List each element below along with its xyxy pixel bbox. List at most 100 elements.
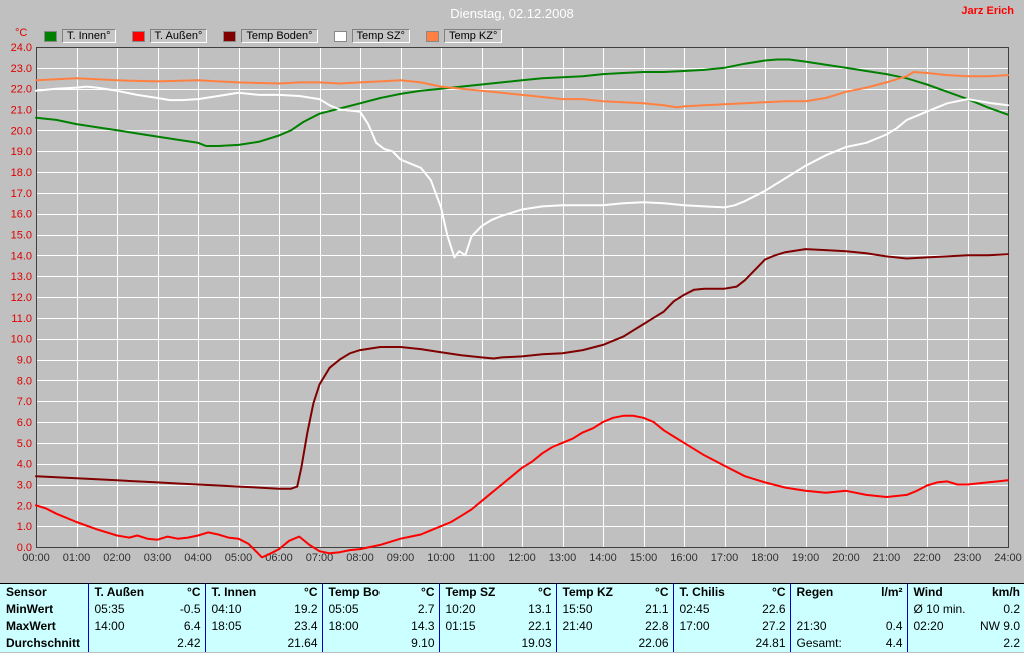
cell-t-innen-sensor-value: °C [304, 585, 318, 599]
svg-text:09:00: 09:00 [387, 552, 415, 564]
cell-regen-minwert-time [789, 601, 848, 618]
cell-temp-sz-minwert-time: 10:20 [438, 601, 497, 618]
cell-wind-maxwert-value: NW 9.0 [979, 619, 1020, 633]
svg-text:20.0: 20.0 [11, 125, 32, 137]
legend-item-temp-boden[interactable]: Temp Boden° [223, 29, 318, 43]
user-name: Jarz Erich [961, 5, 1014, 17]
cell-t-innen-sensor-time: T. Innen [204, 583, 263, 601]
row-label-durchschnitt: Durchschnitt [6, 636, 81, 650]
cell-temp-sz-maxwert-time: 01:15 [438, 618, 497, 635]
legend-label: Temp KZ° [443, 29, 503, 43]
series-line-t-innen [35, 58, 1009, 147]
svg-text:21:00: 21:00 [873, 552, 901, 564]
cell-temp-boden-maxwert-value: 14.3 [411, 619, 435, 633]
cell-t-chilis-durchschnitt-time [672, 635, 731, 652]
cell-regen-durchschnitt-time: Gesamt: [789, 635, 848, 652]
cell-wind-minwert-time: Ø 10 min. [906, 601, 965, 618]
cell-t-au-en-sensor-time: T. Außen [87, 583, 146, 601]
cell-temp-sz-maxwert-value: 22.1 [528, 619, 552, 633]
page-title: Dienstag, 02.12.2008 [450, 6, 574, 21]
svg-text:22:00: 22:00 [913, 552, 941, 564]
cell-temp-boden-maxwert-time: 18:00 [321, 618, 380, 635]
cell-temp-boden-minwert-value: 2.7 [417, 602, 435, 616]
cell-regen-durchschnitt-value: 4.4 [885, 636, 903, 650]
cell-temp-boden-durchschnitt-time [321, 635, 380, 652]
legend-label: T. Innen° [62, 29, 116, 43]
cell-t-chilis-durchschnitt-value: 24.81 [755, 636, 786, 650]
svg-text:12:00: 12:00 [508, 552, 536, 564]
cell-wind-sensor-time: Wind [906, 583, 965, 601]
svg-text:21.0: 21.0 [11, 105, 32, 117]
cell-temp-sz-durchschnitt-value: 19.03 [521, 636, 552, 650]
svg-text:16:00: 16:00 [670, 552, 698, 564]
x-axis-tick-labels: 00:00 01:00 02:00 03:00 04:00 05:00 06:00 07:00… [22, 552, 1022, 564]
chart-region: °C T. Innen° T. Außen° Temp Boden° Temp SZ°… [0, 26, 1024, 571]
svg-text:19.0: 19.0 [11, 146, 32, 158]
summary-row-maxwert: MaxWert 14:00 6.4 18:05 23.4 18:00 14.3 01:15 22… [0, 618, 1024, 635]
cell-regen-maxwert-time: 21:30 [789, 618, 848, 635]
legend-label: Temp SZ° [351, 29, 410, 43]
legend-item-temp-kz[interactable]: Temp KZ° [425, 29, 503, 43]
svg-text:05:00: 05:00 [225, 552, 253, 564]
series-line-t-au-en [35, 414, 1009, 559]
svg-text:4.0: 4.0 [17, 459, 32, 471]
cell-t-chilis-maxwert-value: 27.2 [762, 619, 786, 633]
cell-t-innen-minwert-time: 04:10 [204, 601, 263, 618]
legend-item-t-innen[interactable]: T. Innen° [44, 29, 116, 43]
svg-text:00:00: 00:00 [22, 552, 50, 564]
svg-text:8.0: 8.0 [17, 375, 32, 387]
cell-regen-sensor-time: Regen [789, 583, 848, 601]
cell-wind-minwert-value: 0.2 [1003, 602, 1020, 616]
legend-swatch-temp-kz [425, 30, 439, 42]
cell-temp-sz-sensor-time: Temp SZ [438, 583, 497, 601]
legend-swatch-temp-sz [333, 30, 347, 42]
svg-text:1.0: 1.0 [17, 521, 32, 533]
cell-temp-kz-minwert-time: 15:50 [555, 601, 614, 618]
legend-swatch-t-innen [44, 30, 57, 42]
cell-temp-kz-durchschnitt-time [555, 635, 614, 652]
svg-text:0.0: 0.0 [17, 542, 32, 554]
cell-regen-maxwert-value: 0.4 [885, 619, 903, 633]
legend-swatch-temp-boden [223, 30, 237, 42]
cell-t-chilis-sensor-value: °C [772, 585, 786, 599]
temperature-line-chart: 0.0 1.0 2.0 3.0 4.0 5.0 6.0 7.0 8.0 9.0 10.0 11.0 12… [11, 42, 1022, 564]
legend-item-temp-sz[interactable]: Temp SZ° [333, 29, 410, 43]
series-line-temp-sz [35, 85, 1009, 259]
svg-text:10:00: 10:00 [427, 552, 455, 564]
summary-row-minwert: MinWert 05:35 -0.5 04:10 19.2 05:05 2.7 10:20 13… [0, 601, 1024, 618]
cell-wind-sensor-value: km/h [991, 585, 1020, 599]
y-axis-unit-label: °C [15, 27, 28, 39]
svg-text:16.0: 16.0 [11, 209, 32, 221]
series-line-temp-boden [35, 248, 1009, 490]
cell-temp-kz-maxwert-time: 21:40 [555, 618, 614, 635]
cell-t-au-en-maxwert-time: 14:00 [87, 618, 146, 635]
cell-temp-boden-minwert-time: 05:05 [321, 601, 380, 618]
row-label-maxwert: MaxWert [6, 619, 56, 633]
svg-text:17.0: 17.0 [11, 188, 32, 200]
cell-t-chilis-minwert-value: 22.6 [762, 602, 786, 616]
gridlines [36, 47, 1009, 548]
svg-text:18:00: 18:00 [751, 552, 779, 564]
legend-item-t-au-en[interactable]: T. Außen° [131, 29, 208, 43]
cell-temp-kz-sensor-value: °C [655, 585, 669, 599]
cell-t-chilis-sensor-time: T. Chilis [672, 583, 731, 601]
row-label-sensor: Sensor [6, 585, 47, 599]
svg-text:11:00: 11:00 [468, 552, 495, 564]
svg-text:06:00: 06:00 [265, 552, 293, 564]
cell-t-au-en-maxwert-value: 6.4 [183, 619, 201, 633]
cell-temp-sz-minwert-value: 13.1 [528, 602, 552, 616]
svg-text:07:00: 07:00 [306, 552, 334, 564]
svg-text:2.0: 2.0 [17, 500, 32, 512]
svg-text:13.0: 13.0 [11, 271, 32, 283]
legend: T. Innen° T. Außen° Temp Boden° Temp SZ° Tem… [44, 29, 503, 43]
svg-text:19:00: 19:00 [792, 552, 820, 564]
cell-t-au-en-minwert-time: 05:35 [87, 601, 146, 618]
cell-t-chilis-minwert-time: 02:45 [672, 601, 731, 618]
svg-text:13:00: 13:00 [549, 552, 577, 564]
svg-text:15.0: 15.0 [11, 230, 32, 242]
cell-t-innen-maxwert-time: 18:05 [204, 618, 263, 635]
svg-text:04:00: 04:00 [184, 552, 212, 564]
svg-text:02:00: 02:00 [103, 552, 131, 564]
svg-text:15:00: 15:00 [630, 552, 658, 564]
